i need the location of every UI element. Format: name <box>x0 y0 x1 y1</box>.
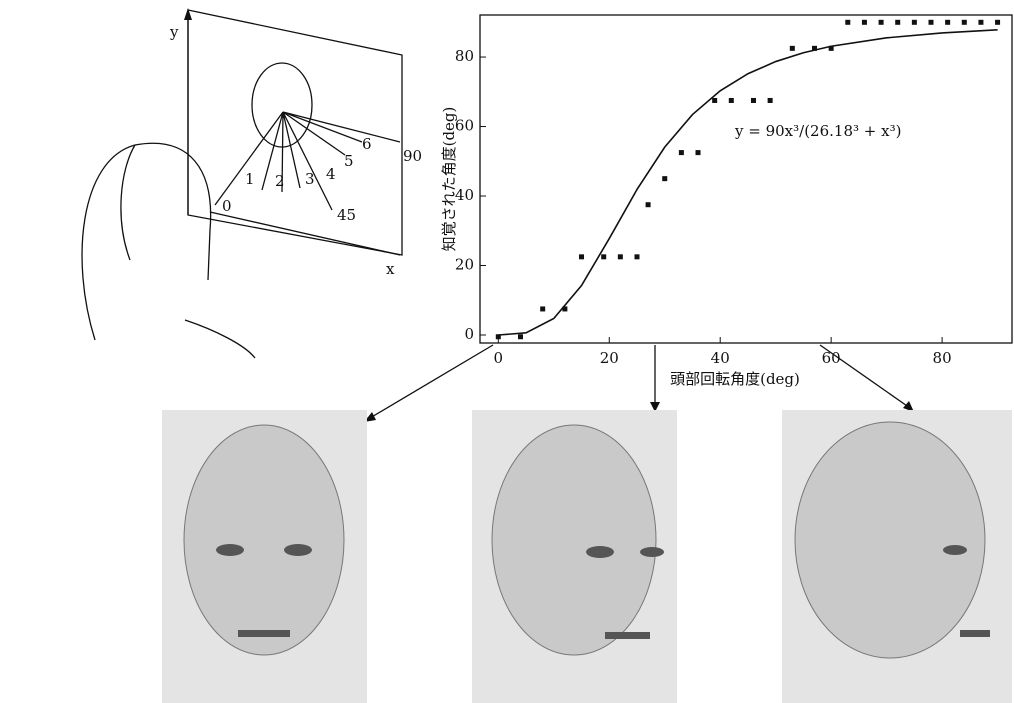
direction-label: 4 <box>326 165 336 183</box>
direction-label: 2 <box>275 172 285 190</box>
data-point <box>579 254 584 259</box>
face-image <box>472 410 677 703</box>
fit-curve <box>498 30 997 335</box>
data-point <box>751 98 756 103</box>
direction-label: 6 <box>362 135 372 153</box>
face-image <box>782 410 1012 703</box>
direction-label: 5 <box>344 152 354 170</box>
x-tick-label: 60 <box>822 349 841 367</box>
data-point <box>978 20 983 25</box>
x-tick-label: 40 <box>711 349 730 367</box>
mouth <box>605 632 650 639</box>
head <box>184 425 344 655</box>
face-image <box>162 410 367 703</box>
data-point <box>601 254 606 259</box>
data-point <box>518 334 523 339</box>
data-point <box>729 98 734 103</box>
observer-sketch <box>82 143 255 358</box>
data-point <box>912 20 917 25</box>
x-tick-label: 80 <box>933 349 952 367</box>
figure: y x 0 45 90 1 2 3 4 5 6 知覚された角度(deg) 頭部回… <box>0 0 1014 703</box>
eye <box>640 547 664 557</box>
data-point <box>845 20 850 25</box>
equation: y = 90x³/(26.18³ + x³) <box>734 122 901 140</box>
angle-label: 45 <box>337 206 356 224</box>
eye <box>586 546 614 558</box>
data-point <box>662 176 667 181</box>
mouth <box>238 630 290 637</box>
y-tick-label: 20 <box>455 256 474 274</box>
y-tick-label: 40 <box>455 186 474 204</box>
y-tick-label: 60 <box>455 117 474 135</box>
x-axis-arrow <box>210 212 400 255</box>
data-point <box>712 98 717 103</box>
y-tick-label: 80 <box>455 47 474 65</box>
angle-label: 0 <box>222 197 232 215</box>
diagram: y x 0 45 90 1 2 3 4 5 6 <box>82 8 422 358</box>
eye <box>284 544 312 556</box>
face-sketch <box>252 63 312 147</box>
data-point <box>790 46 795 51</box>
data-point <box>879 20 884 25</box>
data-point <box>995 20 1000 25</box>
mouth <box>960 630 990 637</box>
direction-label: 3 <box>305 170 315 188</box>
axis-label: x <box>386 260 395 278</box>
arrowhead <box>184 8 192 20</box>
data-point <box>962 20 967 25</box>
data-point <box>895 20 900 25</box>
eye <box>943 545 967 555</box>
data-point <box>646 202 651 207</box>
data-point <box>679 150 684 155</box>
data-point <box>929 20 934 25</box>
direction-label: 1 <box>245 170 255 188</box>
plot-frame <box>480 15 1012 343</box>
head <box>795 422 985 658</box>
arrow <box>370 345 493 418</box>
data-point <box>634 254 639 259</box>
angle-label: 90 <box>403 147 422 165</box>
axis-label: y <box>169 23 179 41</box>
x-axis-title: 頭部回転角度(deg) <box>670 370 800 388</box>
data-point <box>862 20 867 25</box>
y-tick-label: 0 <box>464 325 474 343</box>
screen-plane <box>188 10 402 255</box>
x-tick-label: 20 <box>600 349 619 367</box>
data-point <box>945 20 950 25</box>
data-point <box>540 306 545 311</box>
data-point <box>696 150 701 155</box>
x-tick-label: 0 <box>494 349 504 367</box>
head <box>492 425 656 655</box>
eye <box>216 544 244 556</box>
data-point <box>618 254 623 259</box>
data-point <box>768 98 773 103</box>
